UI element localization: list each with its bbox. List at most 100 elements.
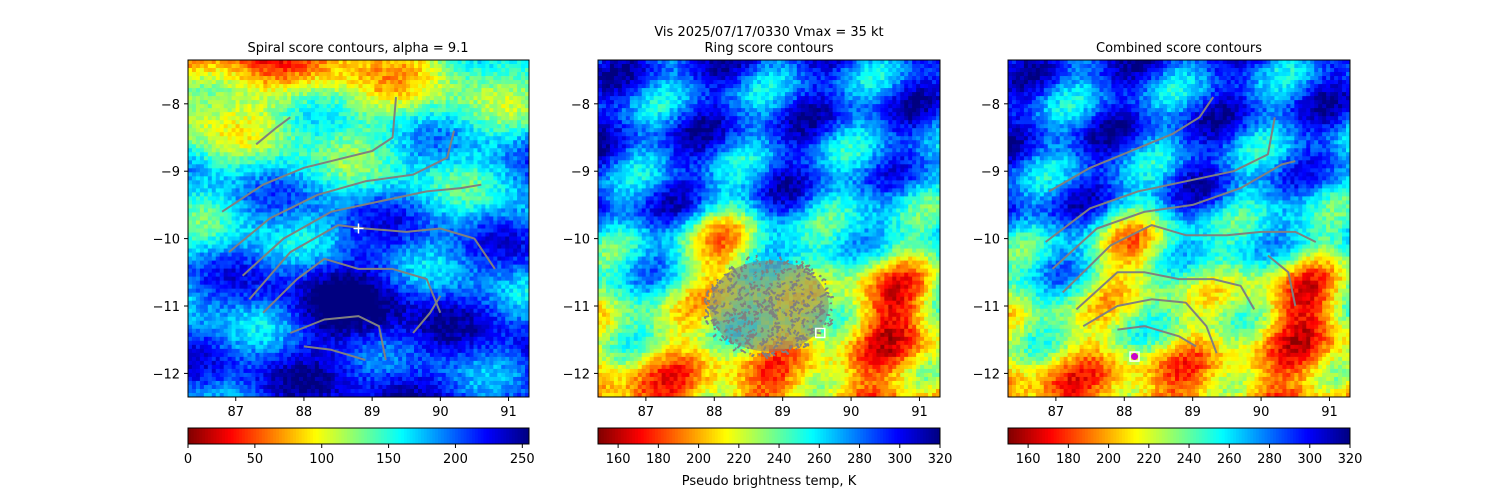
heatmap-cell xyxy=(207,140,213,145)
heatmap-cell xyxy=(247,88,253,93)
heatmap-cell xyxy=(203,148,209,153)
heatmap-cell xyxy=(414,120,419,125)
heatmap-cell xyxy=(390,208,395,214)
heatmap-cell xyxy=(465,176,471,181)
heatmap-cell xyxy=(406,260,411,266)
heatmap-cell xyxy=(457,64,463,69)
heatmap-cell xyxy=(263,104,268,109)
heatmap-cell xyxy=(199,276,205,282)
heatmap-cell xyxy=(433,84,439,89)
heatmap-cell xyxy=(314,196,320,202)
heatmap-cell xyxy=(441,120,447,125)
heatmap-cell xyxy=(374,132,379,137)
heatmap-cell xyxy=(449,272,455,278)
heatmap-cell xyxy=(306,204,312,210)
heatmap-cell xyxy=(310,136,316,141)
heatmap-cell xyxy=(354,248,360,254)
heatmap-cell xyxy=(287,160,292,165)
heatmap-cell xyxy=(517,264,522,270)
heatmap-cell xyxy=(501,276,506,282)
heatmap-cell xyxy=(505,68,510,73)
heatmap-cell xyxy=(469,132,475,137)
heatmap-cell xyxy=(247,168,253,173)
heatmap-cell xyxy=(287,60,292,65)
heatmap-cell xyxy=(481,168,486,173)
heatmap-cell xyxy=(318,204,324,210)
heatmap-cell xyxy=(251,136,257,141)
heatmap-cell xyxy=(437,60,443,65)
heatmap-cell xyxy=(425,60,431,65)
heatmap-cell xyxy=(493,260,498,266)
heatmap-cell xyxy=(310,80,316,85)
heatmap-cell xyxy=(374,220,379,226)
heatmap-cell xyxy=(310,268,316,274)
heatmap-cell xyxy=(485,132,490,137)
heatmap-cell xyxy=(485,196,490,202)
heatmap-cell xyxy=(473,192,479,197)
heatmap-cell xyxy=(390,88,395,93)
heatmap-cell xyxy=(493,212,498,218)
heatmap-cell xyxy=(287,124,292,129)
heatmap-cell xyxy=(433,260,439,266)
heatmap-cell xyxy=(469,264,475,270)
heatmap-cell xyxy=(374,208,379,214)
heatmap-cell xyxy=(334,264,340,270)
heatmap-cell xyxy=(414,192,419,197)
heatmap-cell xyxy=(219,200,225,206)
heatmap-cell xyxy=(318,136,324,141)
heatmap-cell xyxy=(342,120,348,125)
heatmap-cell xyxy=(378,268,383,274)
heatmap-cell xyxy=(195,72,201,77)
heatmap-cell xyxy=(374,80,379,85)
heatmap-cell xyxy=(322,104,328,109)
heatmap-cell xyxy=(223,260,229,266)
heatmap-cell xyxy=(203,260,209,266)
heatmap-cell xyxy=(299,192,304,197)
heatmap-cell xyxy=(378,64,383,69)
heatmap-cell xyxy=(386,104,391,109)
heatmap-cell xyxy=(390,280,395,286)
heatmap-cell xyxy=(275,252,280,258)
heatmap-cell xyxy=(247,156,253,161)
heatmap-cell xyxy=(410,76,415,81)
heatmap-cell xyxy=(445,220,451,226)
heatmap-cell xyxy=(433,96,439,101)
heatmap-cell xyxy=(489,216,494,222)
heatmap-cell xyxy=(279,200,284,206)
heatmap-cell xyxy=(223,168,229,173)
heatmap-cell xyxy=(382,240,387,246)
heatmap-cell xyxy=(247,184,253,189)
heatmap-cell xyxy=(469,108,475,113)
heatmap-cell xyxy=(223,188,229,193)
heatmap-cell xyxy=(283,204,288,210)
heatmap-cell xyxy=(437,248,443,254)
heatmap-cell xyxy=(350,124,356,129)
heatmap-cell xyxy=(318,76,324,81)
heatmap-cell xyxy=(402,212,407,218)
heatmap-cell xyxy=(338,240,344,246)
heatmap-cell xyxy=(227,100,233,105)
heatmap-cell xyxy=(493,184,498,189)
heatmap-cell xyxy=(342,256,348,262)
heatmap-cell xyxy=(362,276,368,282)
heatmap-cell xyxy=(219,88,225,93)
heatmap-cell xyxy=(302,68,308,73)
heatmap-cell xyxy=(338,112,344,117)
heatmap-cell xyxy=(215,260,221,266)
heatmap-cell xyxy=(457,212,463,218)
heatmap-cell xyxy=(322,288,328,294)
heatmap-cell xyxy=(441,76,447,81)
heatmap-cell xyxy=(188,160,193,165)
heatmap-cell xyxy=(493,76,498,81)
heatmap-cell xyxy=(295,60,300,65)
heatmap-cell xyxy=(382,88,387,93)
heatmap-cell xyxy=(386,256,391,262)
heatmap-cell xyxy=(425,228,431,234)
heatmap-cell xyxy=(291,196,296,202)
heatmap-cell xyxy=(386,232,391,238)
heatmap-cell xyxy=(215,224,221,230)
heatmap-cell xyxy=(509,204,514,210)
heatmap-cell xyxy=(374,256,379,262)
heatmap-cell xyxy=(358,216,364,222)
heatmap-cell xyxy=(366,172,371,177)
